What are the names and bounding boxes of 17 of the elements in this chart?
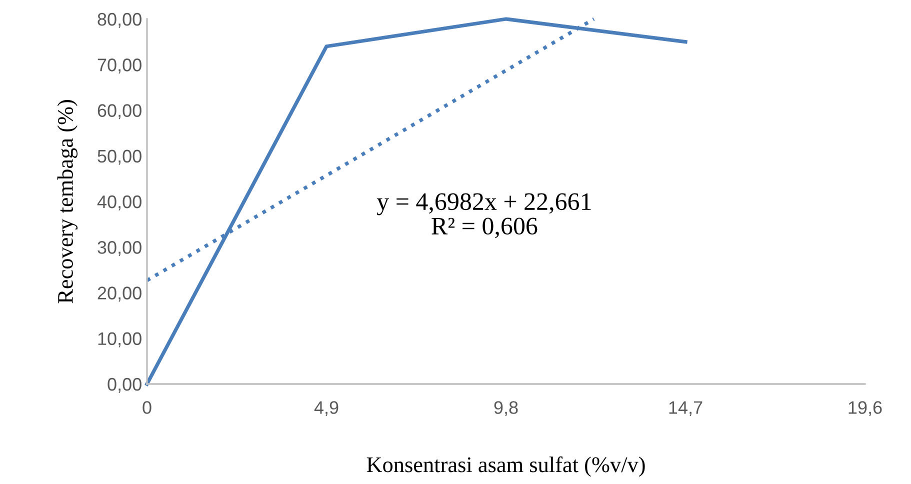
y-tick-label: 10,00 — [98, 332, 142, 348]
x-tick-label: 4,9 — [314, 401, 338, 416]
annotation: y = 4,6982x + 22,661 R² = 0,606 — [376, 193, 591, 238]
y-tick-label: 0,00 — [108, 378, 142, 393]
y-tick-label: 80,00 — [98, 12, 142, 28]
y-tick-label: 20,00 — [98, 286, 142, 302]
y-tick-label: 30,00 — [98, 241, 142, 256]
y-tick-label: 60,00 — [98, 104, 142, 120]
y-tick-label: 70,00 — [98, 58, 142, 74]
x-tick-label: 9,8 — [494, 401, 518, 416]
y-axis-title: Recovery tembaga (%) — [57, 100, 78, 304]
x-tick-label: 14,7 — [669, 401, 702, 416]
x-tick-label: 0 — [142, 401, 152, 414]
y-tick-label: 40,00 — [97, 195, 142, 210]
y-tick-label: 50,00 — [98, 150, 142, 165]
x-tick-label: 19,6 — [848, 401, 882, 416]
x-axis-title: Konsentrasi asam sulfat (%v/v) — [366, 456, 645, 477]
